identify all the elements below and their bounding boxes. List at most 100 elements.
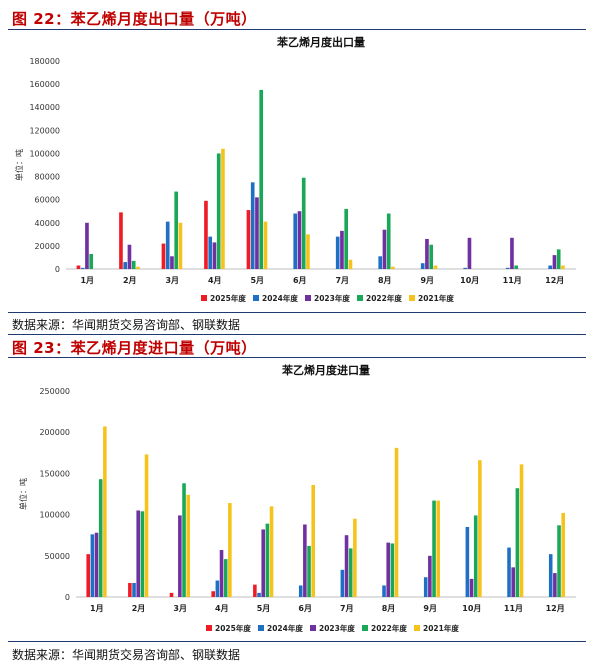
- bar-2024年度-3月: [165, 221, 170, 269]
- y-tick-label: 180000: [29, 57, 60, 66]
- bar-2024年度-8月: [378, 256, 383, 269]
- bar-2023年度-11月: [510, 237, 514, 269]
- bar-2025年度-3月: [161, 243, 166, 269]
- legend-entry: 2021年度: [418, 293, 454, 303]
- bar-2021年度-8月: [394, 447, 399, 597]
- bar-2021年度-7月: [348, 259, 353, 269]
- figure-23-label: 图 23：苯乙烯月度进口量（万吨）: [12, 339, 257, 357]
- y-axis-label: 单位：吨: [14, 149, 24, 181]
- legend-entry: 2023年度: [319, 623, 355, 633]
- bar-2024年度-8月: [382, 585, 386, 597]
- bar-2021年度-12月: [561, 512, 565, 597]
- bar-2022年度-8月: [390, 543, 395, 597]
- legend-entry: 2025年度: [215, 623, 251, 633]
- bar-2023年度-10月: [467, 237, 472, 269]
- y-tick-label: 150000: [39, 469, 70, 478]
- bar-2025年度-4月: [204, 200, 208, 269]
- bar-2024年度-4月: [215, 580, 220, 597]
- legend-swatch: [414, 625, 420, 631]
- x-tick-label: 9月: [423, 604, 437, 613]
- bar-2023年度-3月: [170, 256, 174, 269]
- bar-2022年度-4月: [223, 559, 228, 597]
- bar-2023年度-12月: [553, 573, 557, 597]
- bar-2022年度-2月: [140, 511, 145, 597]
- figure-22-source: 数据来源：华闻期货交易咨询部、钢联数据: [12, 318, 241, 332]
- bar-2025年度-2月: [128, 582, 132, 597]
- bar-2025年度-5月: [253, 584, 257, 597]
- bar-2023年度-5月: [261, 529, 265, 597]
- chart-title: 苯乙烯月度出口量: [276, 35, 365, 49]
- bar-2022年度-11月: [514, 265, 519, 269]
- legend-entry: 2024年度: [262, 293, 298, 303]
- bar-2022年度-3月: [174, 191, 179, 269]
- bar-2021年度-2月: [144, 454, 149, 597]
- x-tick-label: 2月: [123, 276, 137, 285]
- y-tick-label: 0: [55, 265, 60, 274]
- bar-2024年度-6月: [293, 213, 298, 269]
- bar-2021年度-9月: [433, 265, 438, 269]
- x-tick-label: 2月: [132, 604, 146, 613]
- legend-swatch: [305, 295, 311, 301]
- y-tick-label: 80000: [35, 173, 60, 182]
- bar-2021年度-6月: [311, 484, 315, 597]
- y-tick-label: 40000: [35, 219, 60, 228]
- bar-2025年度-1月: [76, 265, 81, 269]
- bar-2024年度-5月: [250, 182, 255, 269]
- bar-2025年度-1月: [86, 554, 90, 597]
- x-tick-label: 3月: [165, 276, 179, 285]
- bar-2023年度-3月: [178, 515, 182, 597]
- y-tick-label: 50000: [45, 552, 70, 561]
- bar-2023年度-2月: [127, 244, 132, 269]
- x-tick-label: 3月: [173, 604, 187, 613]
- legend-swatch: [258, 625, 264, 631]
- legend-entry: 2024年度: [267, 623, 303, 633]
- bar-2022年度-7月: [348, 548, 353, 597]
- y-tick-label: 100000: [39, 511, 70, 520]
- bar-2024年度-7月: [335, 236, 340, 269]
- y-tick-label: 200000: [39, 428, 70, 437]
- y-tick-label: 100000: [29, 149, 60, 158]
- bar-2021年度-9月: [436, 500, 440, 597]
- bar-2023年度-6月: [303, 524, 307, 597]
- bar-2022年度-7月: [344, 208, 349, 269]
- x-tick-label: 12月: [545, 276, 564, 285]
- bar-2021年度-1月: [103, 426, 107, 597]
- bar-2024年度-1月: [90, 534, 95, 597]
- figure-23-source: 数据来源：华闻期货交易咨询部、钢联数据: [12, 648, 241, 662]
- legend-swatch: [253, 295, 259, 301]
- bar-2024年度-12月: [548, 554, 553, 597]
- y-tick-label: 160000: [29, 80, 60, 89]
- bar-2024年度-4月: [208, 236, 213, 269]
- y-tick-label: 140000: [29, 103, 60, 112]
- x-tick-label: 8月: [378, 276, 392, 285]
- bar-2023年度-4月: [219, 550, 224, 597]
- x-tick-label: 1月: [80, 276, 94, 285]
- legend-entry: 2021年度: [423, 623, 459, 633]
- legend-entry: 2022年度: [371, 623, 407, 633]
- bar-2024年度-9月: [423, 577, 428, 597]
- x-tick-label: 6月: [293, 276, 307, 285]
- bar-2021年度-3月: [186, 494, 190, 597]
- bar-2022年度-6月: [301, 177, 306, 269]
- bar-2023年度-12月: [552, 255, 557, 269]
- bar-2023年度-1月: [94, 532, 99, 597]
- bar-2023年度-2月: [136, 510, 140, 597]
- bar-2021年度-8月: [391, 266, 395, 269]
- bar-2024年度-10月: [463, 267, 468, 269]
- bar-2024年度-1月: [80, 267, 85, 269]
- bar-2022年度-8月: [386, 213, 391, 269]
- x-tick-label: 11月: [504, 604, 523, 613]
- bar-2022年度-3月: [182, 483, 186, 597]
- legend-swatch: [409, 295, 415, 301]
- x-tick-label: 4月: [208, 276, 222, 285]
- bar-2021年度-4月: [221, 148, 225, 269]
- bar-2023年度-4月: [212, 242, 217, 269]
- bar-2022年度-9月: [429, 244, 434, 269]
- bar-2024年度-7月: [340, 569, 345, 597]
- figure-22-top-rule: [8, 29, 586, 30]
- x-tick-label: 5月: [257, 604, 271, 613]
- x-tick-label: 11月: [503, 276, 522, 285]
- bar-2025年度-2月: [119, 212, 123, 269]
- bar-2022年度-12月: [556, 249, 561, 269]
- bar-2024年度-6月: [298, 585, 303, 597]
